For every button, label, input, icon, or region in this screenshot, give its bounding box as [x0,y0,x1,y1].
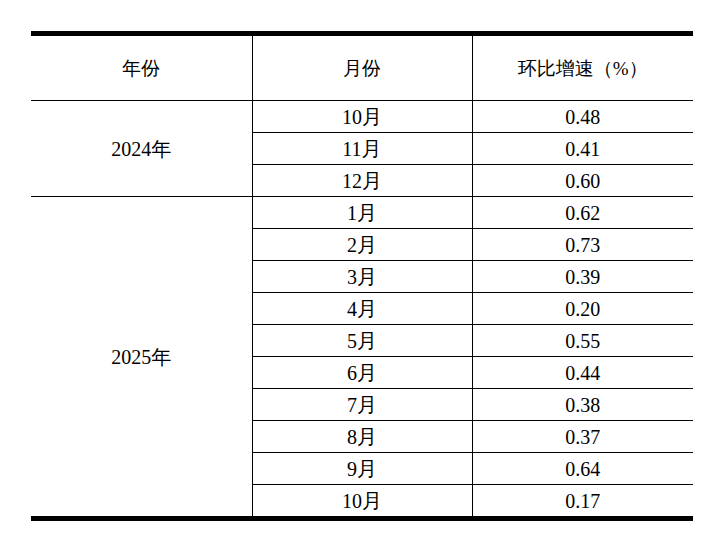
month-cell: 10月 [252,485,472,519]
value-cell: 0.55 [472,325,693,357]
month-cell: 8月 [252,421,472,453]
month-cell: 3月 [252,261,472,293]
value-cell: 0.17 [472,485,693,519]
month-cell: 10月 [252,101,472,133]
month-cell: 6月 [252,357,472,389]
year-cell-2024: 2024年 [31,101,252,197]
month-cell: 1月 [252,197,472,229]
value-cell: 0.62 [472,197,693,229]
value-cell: 0.38 [472,389,693,421]
month-cell: 9月 [252,453,472,485]
month-cell: 11月 [252,133,472,165]
table-row: 2024年 10月 0.48 [31,101,693,133]
col-header-growth: 环比增速（%） [472,34,693,101]
value-cell: 0.73 [472,229,693,261]
value-cell: 0.48 [472,101,693,133]
value-cell: 0.64 [472,453,693,485]
value-cell: 0.39 [472,261,693,293]
month-cell: 4月 [252,293,472,325]
value-cell: 0.44 [472,357,693,389]
col-header-year: 年份 [31,34,252,101]
year-cell-2025: 2025年 [31,197,252,519]
month-cell: 12月 [252,165,472,197]
col-header-month: 月份 [252,34,472,101]
growth-rate-table-container: 年份 月份 环比增速（%） 2024年 10月 0.48 11月 0.41 12… [31,31,693,521]
value-cell: 0.37 [472,421,693,453]
month-cell: 2月 [252,229,472,261]
value-cell: 0.41 [472,133,693,165]
month-cell: 7月 [252,389,472,421]
value-cell: 0.20 [472,293,693,325]
month-cell: 5月 [252,325,472,357]
growth-rate-table: 年份 月份 环比增速（%） 2024年 10月 0.48 11月 0.41 12… [31,31,693,521]
table-row: 2025年 1月 0.62 [31,197,693,229]
value-cell: 0.60 [472,165,693,197]
table-header-row: 年份 月份 环比增速（%） [31,34,693,101]
